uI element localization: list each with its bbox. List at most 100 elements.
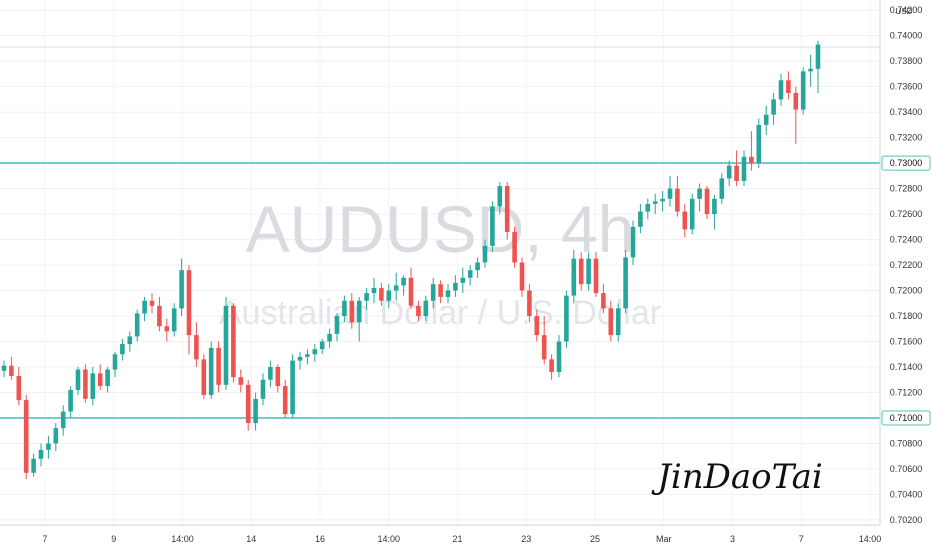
candle-body — [682, 211, 688, 230]
candle-body — [460, 277, 466, 283]
candle-body — [593, 258, 599, 294]
candle-body — [704, 188, 710, 215]
watermark-symbol: AUDUSD, 4h — [246, 192, 635, 266]
currency-label: USD — [896, 7, 913, 16]
candle-body — [105, 369, 110, 387]
candle-body — [712, 198, 717, 215]
time-tick-label: 16 — [315, 534, 325, 544]
candle-body — [16, 375, 22, 401]
candle-body — [519, 262, 525, 291]
horizontal-levels — [0, 46, 880, 419]
price-tick-label: 0.70400 — [890, 489, 923, 499]
candle-body — [238, 377, 244, 385]
price-tick-label: 0.71200 — [890, 387, 923, 397]
time-tick-label: 23 — [521, 534, 531, 544]
candle-body — [371, 287, 377, 294]
candle-body — [749, 156, 754, 164]
candle-body — [327, 333, 332, 342]
candle-body — [253, 398, 258, 424]
candle-body — [127, 336, 133, 345]
candle-body — [541, 335, 547, 360]
candle-body — [149, 300, 155, 306]
candle-body — [164, 326, 170, 332]
candle-body — [549, 359, 554, 373]
price-axis[interactable]: 0.74200 0.74000 0.73800 0.73600 0.73400 0.732… — [890, 5, 923, 525]
candle-body — [75, 369, 81, 390]
candle-body — [808, 68, 813, 72]
price-tick-label: 0.71600 — [890, 337, 923, 347]
candle-body — [467, 270, 473, 278]
candle-body — [53, 428, 59, 444]
candle-body — [157, 305, 162, 327]
candle-body — [290, 360, 295, 415]
candle-body — [800, 71, 806, 110]
candle-body — [667, 188, 673, 199]
candle-body — [571, 258, 577, 296]
candle-body — [504, 186, 510, 232]
candle-body — [31, 458, 36, 473]
candle-body — [194, 335, 199, 360]
candle-body — [46, 443, 51, 450]
candle-body — [23, 400, 29, 473]
candle-body — [734, 165, 739, 181]
candles — [1, 40, 821, 480]
price-tick-label: 0.73400 — [890, 107, 923, 117]
level-tag-label: 0.71000 — [890, 413, 923, 423]
signature-watermark: JinDaoTai — [651, 457, 823, 497]
time-tick-label: 3 — [730, 534, 735, 544]
time-tick-label: 7 — [42, 534, 47, 544]
price-tick-label: 0.72800 — [890, 184, 923, 194]
price-tick-label: 0.72000 — [890, 286, 923, 296]
candle-body — [815, 44, 821, 69]
price-tick-label: 0.70200 — [890, 515, 923, 525]
candle-body — [445, 290, 451, 297]
candle-body — [416, 305, 421, 317]
time-tick-label: 25 — [590, 534, 600, 544]
candle-body — [615, 308, 621, 336]
candle-body — [453, 282, 458, 291]
time-tick-label: 14:00 — [377, 534, 400, 544]
candle-body — [134, 313, 140, 337]
level-tag-label: 0.73000 — [890, 158, 923, 168]
time-tick-label: 7 — [799, 534, 804, 544]
candle-body — [38, 449, 44, 459]
candle-body — [423, 300, 429, 317]
price-tick-label: 0.73800 — [890, 56, 923, 66]
candle-body — [171, 308, 177, 332]
candle-body — [305, 354, 310, 357]
candle-body — [60, 411, 66, 429]
candle-body — [497, 186, 503, 207]
candle-body — [120, 344, 125, 355]
candle-body — [482, 245, 488, 263]
candle-body — [282, 386, 288, 415]
candle-body — [216, 347, 221, 385]
price-tick-label: 0.70600 — [890, 464, 923, 474]
candle-body — [312, 349, 318, 355]
candle-body — [268, 366, 273, 380]
candle-body — [719, 178, 725, 199]
candle-body — [475, 262, 480, 271]
level-tag-box — [881, 410, 931, 426]
candle-body — [334, 316, 340, 334]
candle-body — [608, 308, 614, 336]
price-tick-label: 0.71800 — [890, 311, 923, 321]
candle-body — [349, 300, 355, 323]
candle-body — [623, 257, 628, 309]
candle-body — [793, 93, 799, 110]
candle-body — [586, 258, 591, 285]
price-tick-label: 0.72200 — [890, 260, 923, 270]
candle-body — [386, 290, 392, 301]
candle-body — [97, 373, 103, 387]
time-tick-label: 9 — [111, 534, 116, 544]
time-axis[interactable]: 7 9 14:00 14 16 14:00 21 23 25 Mar 3 7 14:00 — [42, 534, 881, 544]
candle-body — [342, 300, 347, 317]
price-tick-label: 0.73200 — [890, 133, 923, 143]
candle-body — [534, 316, 540, 336]
candle-body — [786, 80, 791, 94]
candle-body — [697, 188, 702, 199]
candle-body — [356, 300, 362, 323]
candle-body — [527, 290, 532, 317]
price-tick-label: 0.72400 — [890, 235, 923, 245]
